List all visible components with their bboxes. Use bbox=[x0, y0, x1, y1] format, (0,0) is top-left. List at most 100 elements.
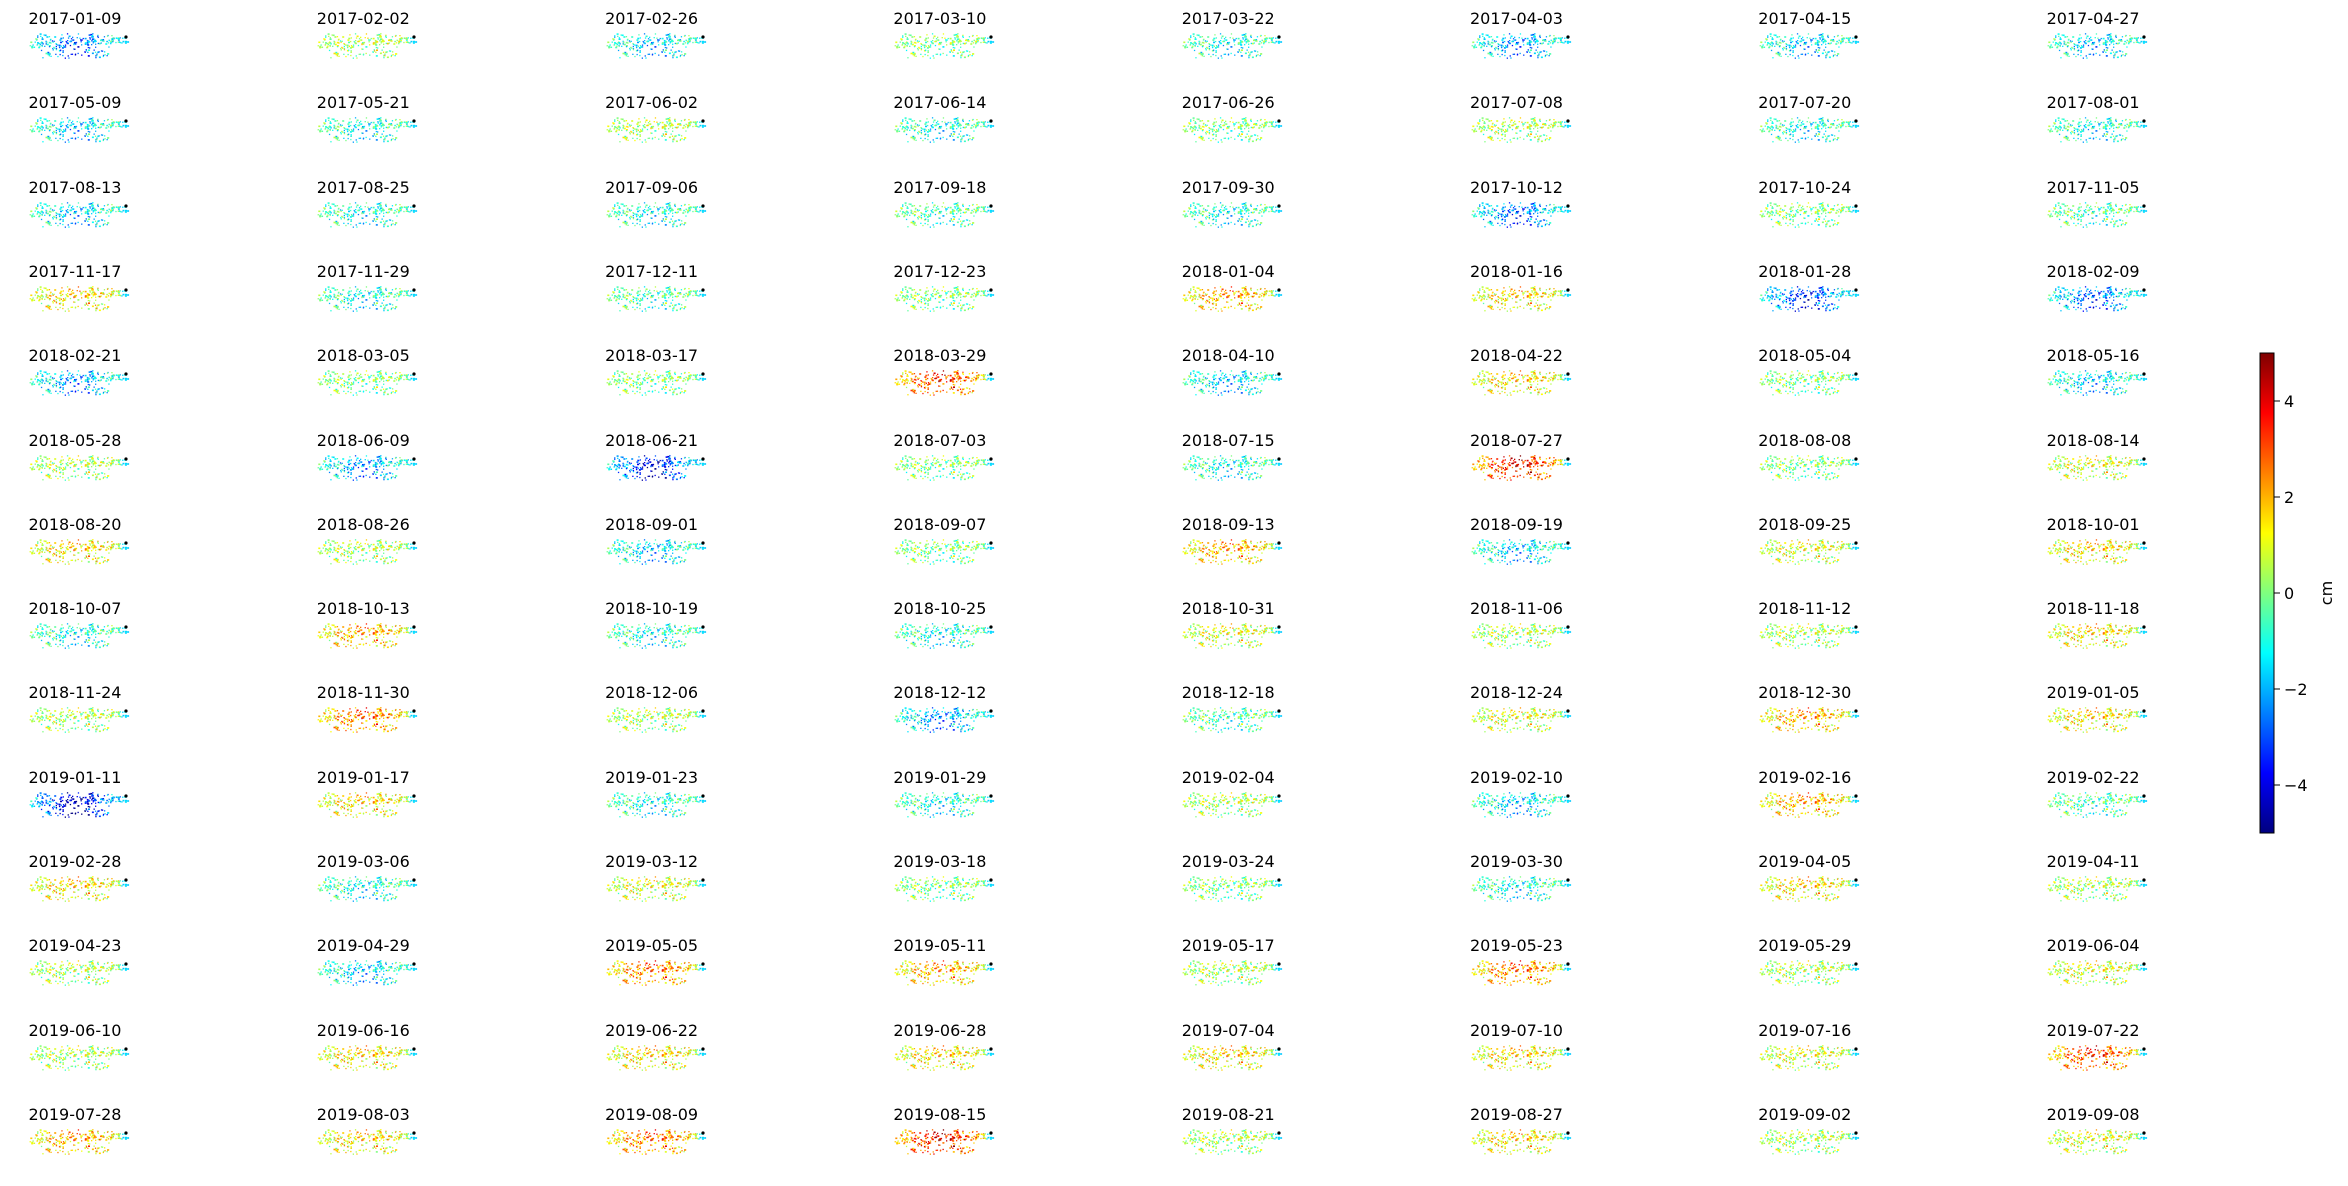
pixel-point bbox=[1785, 45, 1787, 48]
pixel-point bbox=[67, 55, 69, 57]
pixel-point bbox=[667, 205, 670, 207]
pixel-point bbox=[618, 205, 620, 207]
pixel-point bbox=[1766, 35, 1769, 37]
pixel-point bbox=[37, 119, 39, 121]
pixel-point bbox=[48, 214, 51, 216]
pixel-point bbox=[971, 125, 973, 127]
pixel-point bbox=[1826, 51, 1829, 54]
pixel-point bbox=[1810, 54, 1813, 56]
pixel-point bbox=[991, 125, 994, 128]
pixel-point bbox=[698, 206, 700, 208]
pixel-point bbox=[2102, 42, 2105, 44]
pixel-point bbox=[911, 43, 914, 46]
pixel-point bbox=[55, 43, 57, 45]
pixel-point bbox=[1522, 44, 1524, 46]
pixel-point bbox=[958, 123, 961, 126]
pixel-point bbox=[1190, 36, 1192, 38]
pixel-point bbox=[921, 128, 924, 130]
pixel-point bbox=[343, 43, 345, 45]
pixel-point bbox=[922, 55, 924, 58]
pixel-point bbox=[1476, 41, 1478, 43]
pixel-point bbox=[894, 129, 896, 131]
pixel-point bbox=[124, 42, 127, 44]
pixel-point bbox=[2111, 122, 2113, 124]
pixel-point bbox=[1818, 131, 1821, 133]
pixel-point bbox=[125, 125, 127, 127]
pixel-point bbox=[2063, 136, 2066, 139]
pixel-point bbox=[686, 211, 688, 213]
pixel-point bbox=[918, 47, 921, 49]
pixel-point bbox=[1544, 123, 1546, 125]
pixel-point bbox=[55, 49, 58, 51]
pixel-point bbox=[1192, 45, 1194, 47]
pixel-point bbox=[97, 119, 99, 122]
pixel-point bbox=[2055, 126, 2058, 129]
pixel-point bbox=[322, 210, 325, 212]
pixel-point bbox=[1278, 40, 1281, 43]
pixel-point bbox=[381, 206, 383, 209]
pixel-point bbox=[650, 126, 652, 128]
pixel-point bbox=[1788, 49, 1791, 52]
panel-title: 2017-02-26 bbox=[532, 10, 772, 28]
pixel-point bbox=[380, 221, 383, 223]
pixel-point bbox=[913, 54, 916, 56]
pixel-point bbox=[340, 216, 342, 218]
pixel-point bbox=[119, 210, 121, 212]
pixel-point bbox=[1539, 51, 1542, 53]
pixel-point bbox=[1256, 139, 1258, 141]
pixel-point bbox=[85, 218, 88, 221]
pixel-point bbox=[383, 127, 385, 130]
pixel-point bbox=[343, 130, 346, 132]
pixel-point bbox=[2135, 41, 2138, 43]
pixel-point bbox=[913, 45, 916, 47]
pixel-point bbox=[925, 37, 928, 40]
pixel-point bbox=[1533, 122, 1536, 125]
pixel-point bbox=[355, 40, 357, 42]
pixel-point bbox=[2080, 135, 2082, 138]
pixel-point bbox=[1234, 128, 1236, 130]
pixel-point bbox=[375, 135, 377, 138]
pixel-point bbox=[629, 217, 631, 220]
pixel-point bbox=[2067, 39, 2070, 41]
pixel-point bbox=[1827, 120, 1829, 123]
pixel-point bbox=[1544, 139, 1546, 141]
pixel-point bbox=[2094, 37, 2096, 39]
pixel-point bbox=[2109, 40, 2111, 42]
pixel-point bbox=[1816, 51, 1819, 53]
pixel-point bbox=[2142, 126, 2145, 129]
pixel-point bbox=[350, 37, 353, 39]
pixel-point bbox=[2095, 33, 2098, 35]
pixel-point bbox=[1202, 130, 1204, 132]
pixel-point bbox=[683, 53, 685, 55]
pixel-point bbox=[104, 51, 106, 53]
pixel-point bbox=[64, 57, 66, 59]
pixel-point bbox=[35, 38, 37, 40]
pixel-point bbox=[1238, 133, 1241, 135]
pixel-point bbox=[932, 55, 934, 57]
pixel-point bbox=[103, 40, 105, 42]
pixel-point bbox=[1817, 46, 1819, 49]
pixel-point bbox=[669, 38, 672, 40]
pixel-point bbox=[2067, 137, 2069, 139]
pixel-point bbox=[668, 208, 670, 211]
pixel-point bbox=[625, 139, 627, 141]
pixel-point bbox=[360, 137, 362, 140]
pixel-point bbox=[989, 125, 992, 127]
pixel-point bbox=[2065, 137, 2068, 140]
pixel-point bbox=[333, 52, 336, 55]
pixel-point bbox=[1804, 54, 1806, 56]
pixel-point bbox=[2121, 120, 2124, 122]
pixel-point bbox=[636, 138, 638, 140]
pixel-point bbox=[924, 138, 926, 140]
pixel-point bbox=[362, 42, 365, 44]
pixel-point bbox=[52, 132, 54, 134]
pixel-point bbox=[2077, 131, 2079, 133]
pixel-point bbox=[354, 126, 357, 128]
pixel-point bbox=[388, 126, 391, 128]
pixel-point bbox=[958, 39, 960, 41]
pixel-point bbox=[1272, 41, 1274, 43]
pixel-point bbox=[926, 47, 929, 49]
pixel-point bbox=[1545, 120, 1547, 122]
pixel-point bbox=[944, 37, 946, 39]
pixel-point bbox=[66, 201, 69, 204]
